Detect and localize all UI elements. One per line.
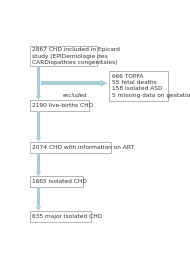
Polygon shape xyxy=(36,137,41,142)
Text: 1665 isolated CHD: 1665 isolated CHD xyxy=(32,179,87,184)
Polygon shape xyxy=(37,153,40,172)
FancyBboxPatch shape xyxy=(30,46,97,67)
FancyBboxPatch shape xyxy=(30,142,111,153)
Polygon shape xyxy=(37,111,40,137)
FancyBboxPatch shape xyxy=(30,211,92,222)
Polygon shape xyxy=(37,187,40,206)
FancyBboxPatch shape xyxy=(30,100,89,111)
Polygon shape xyxy=(36,96,41,100)
Polygon shape xyxy=(41,81,100,85)
Text: 666 TOPFA
55 fetal deaths
158 isolated ASD
5 missing data on gestational age: 666 TOPFA 55 fetal deaths 158 isolated A… xyxy=(112,74,190,98)
Text: excluded: excluded xyxy=(63,93,87,98)
FancyBboxPatch shape xyxy=(30,176,83,187)
Polygon shape xyxy=(36,172,41,176)
Polygon shape xyxy=(37,67,40,96)
Text: 2074 CHD with information on ART: 2074 CHD with information on ART xyxy=(32,145,134,150)
Polygon shape xyxy=(36,206,41,211)
Polygon shape xyxy=(100,80,108,87)
Text: 635 major isolated CHD: 635 major isolated CHD xyxy=(32,214,102,219)
Text: 2190 live-births CHD: 2190 live-births CHD xyxy=(32,103,93,108)
Text: 2867 CHD included in Epicard
study (EPIDemiologie des
CARDiopathies congenitales: 2867 CHD included in Epicard study (EPID… xyxy=(32,47,120,65)
FancyBboxPatch shape xyxy=(109,71,168,101)
